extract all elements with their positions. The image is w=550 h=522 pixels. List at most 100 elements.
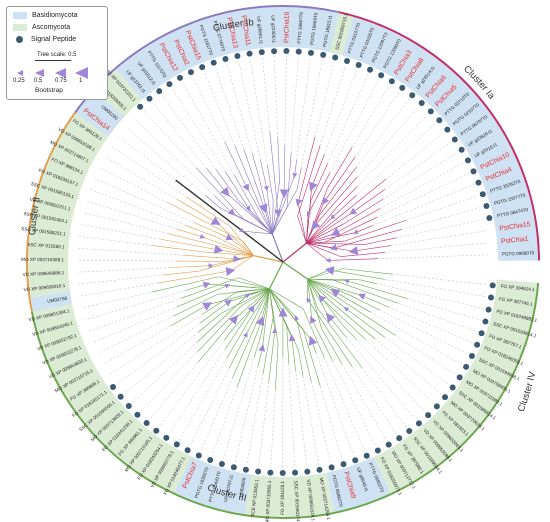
bootstrap-marker	[245, 205, 251, 212]
tree-branch	[269, 288, 312, 341]
bootstrap-marker	[310, 220, 321, 230]
tree-branch	[331, 195, 357, 218]
signal-peptide-dot	[487, 294, 494, 301]
tree-branch	[262, 288, 270, 348]
leaf-label: UM03828	[238, 477, 247, 498]
signal-peptide-dot	[292, 469, 299, 476]
tree-branch	[206, 168, 227, 194]
leaf-guide	[296, 57, 311, 160]
leaf-guide	[168, 349, 226, 434]
tree-branch	[199, 301, 230, 324]
tree-branch	[197, 294, 249, 343]
signal-peptide-dot	[210, 59, 217, 66]
tree-branch	[282, 242, 307, 263]
tree-branch	[229, 238, 254, 256]
bootstrap-marker	[308, 335, 318, 346]
leaf-guide	[356, 123, 436, 196]
leaf-guide	[215, 67, 245, 150]
tree-branch	[306, 242, 329, 261]
tree-branch	[234, 288, 270, 319]
tree-branch	[256, 198, 273, 235]
tree-branch	[232, 249, 254, 256]
tree-branch	[307, 278, 360, 281]
signal-peptide-dot	[456, 374, 463, 381]
leaf-guide	[143, 110, 197, 168]
signal-peptide-dot	[396, 435, 403, 442]
leaf-guide	[356, 98, 410, 168]
leaf-guide	[314, 62, 335, 138]
leaf-guide	[77, 247, 185, 256]
signal-peptide-dot	[409, 92, 416, 99]
signal-peptide-dot	[399, 84, 406, 91]
bootstrap-marker	[199, 233, 206, 239]
tree-branch	[347, 293, 380, 311]
tree-branch	[306, 232, 356, 244]
bootstrap-marker	[255, 315, 265, 326]
tree-branch	[307, 278, 330, 317]
leaf-guide	[284, 56, 287, 146]
leaf-guide	[384, 279, 487, 297]
tree-branch	[221, 288, 270, 314]
signal-peptide-dot	[483, 202, 490, 209]
bootstrap-marker	[343, 306, 350, 312]
leaf-guide	[211, 386, 238, 456]
signal-peptide-dot	[458, 146, 465, 153]
bootstrap-value: 0.75	[55, 78, 67, 84]
leaf-label: VD XP 009649886.1	[22, 270, 64, 277]
leaf-label: PstChia16	[283, 11, 291, 43]
signal-peptide-dot	[344, 57, 351, 64]
tree-branch	[306, 228, 325, 244]
leaf-guide	[385, 132, 444, 180]
tree-branch	[307, 279, 318, 309]
tree-branch	[311, 154, 325, 188]
leaf-guides	[77, 56, 489, 469]
bootstrap-marker	[279, 189, 289, 199]
tree-branch	[321, 286, 396, 336]
tree-branch	[227, 285, 270, 290]
signal-peptide-dot	[474, 341, 481, 348]
leaf-guide	[116, 322, 201, 385]
bootstrap-marker	[325, 257, 331, 263]
signal-peptide-dot	[328, 464, 335, 471]
tree-branch	[185, 283, 208, 291]
tree-branch	[219, 249, 254, 256]
leaf-guide	[341, 363, 387, 441]
tree-branch	[306, 242, 366, 245]
tree-branch	[197, 305, 242, 352]
bootstrap-marker	[294, 315, 300, 321]
leaf-guide	[377, 254, 489, 259]
tree-branch	[205, 195, 221, 209]
tree-branch	[302, 328, 321, 387]
tree-branch	[268, 330, 276, 383]
tree-branch	[232, 306, 264, 378]
bootstrap-value: 0.5	[34, 78, 43, 84]
leaf-guide	[80, 224, 161, 240]
leaf-guide	[392, 273, 488, 286]
tree-branch	[170, 304, 209, 327]
tree-branch	[218, 276, 270, 290]
signal-peptide-dot	[218, 460, 225, 467]
tree-branch	[234, 145, 257, 199]
bootstrap-value: 1	[79, 78, 83, 84]
tree-branch	[272, 181, 280, 235]
leaf-label: SCE NP 013553.1	[250, 479, 259, 517]
signal-peptide-dot	[207, 457, 214, 464]
leaf-guide	[223, 357, 255, 460]
bootstrap-marker	[228, 315, 239, 325]
tree-branch	[298, 349, 304, 377]
leaf-guide	[332, 361, 376, 447]
tree-branch	[170, 265, 212, 268]
signal-peptide-dot	[479, 191, 486, 198]
cluster-arc	[30, 311, 392, 519]
signal-peptide-dot	[195, 452, 202, 459]
leaf-guide	[384, 242, 489, 253]
leaf-guide	[159, 340, 225, 427]
leaf-guide	[161, 95, 217, 170]
bootstrap-marker	[306, 297, 312, 304]
leaf-guide	[274, 56, 279, 139]
bootstrap-marker	[318, 295, 326, 303]
signal-peptide-dot	[255, 468, 262, 475]
signal-peptide-dot	[406, 428, 413, 435]
signal-peptide-dot	[442, 394, 449, 401]
leaf-guide	[357, 114, 428, 187]
